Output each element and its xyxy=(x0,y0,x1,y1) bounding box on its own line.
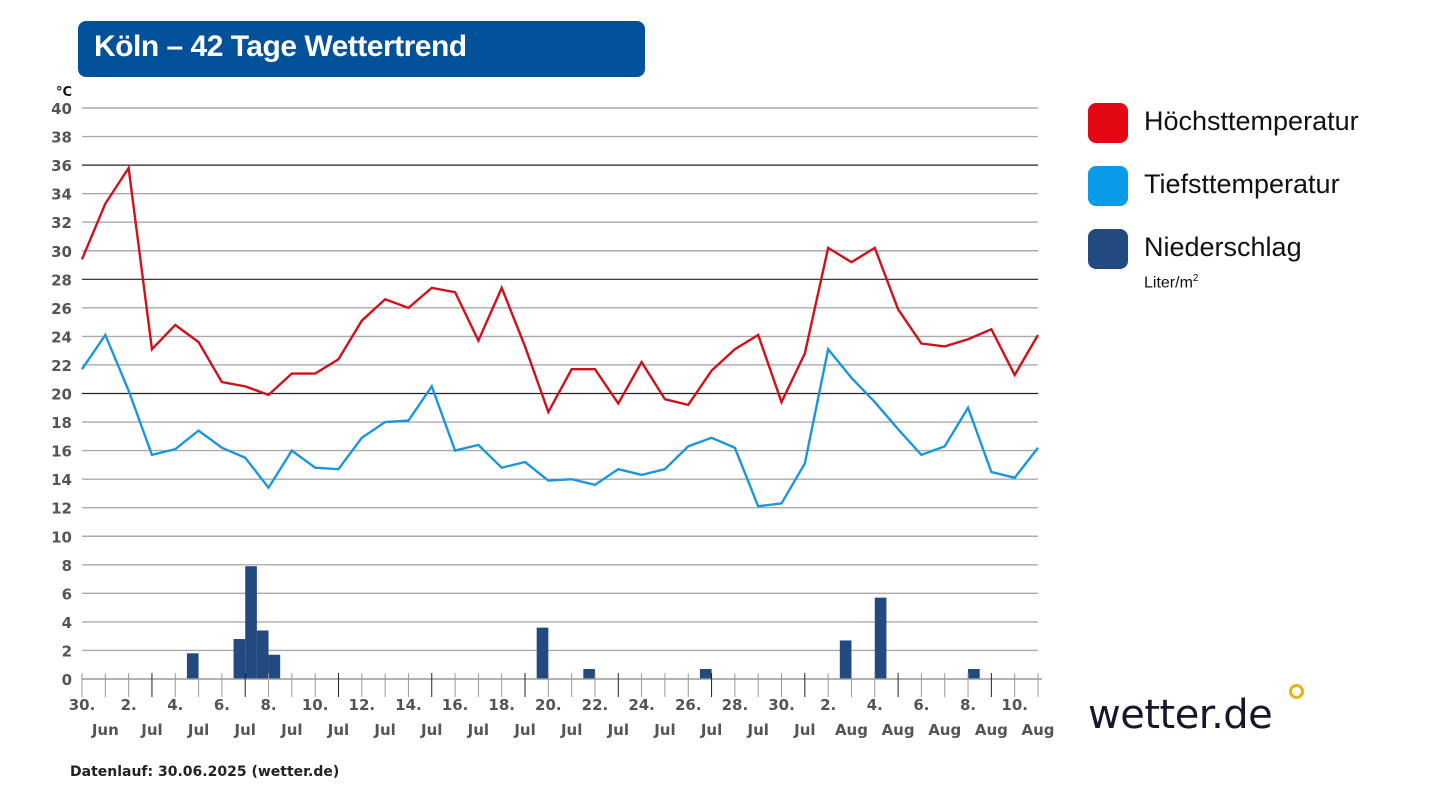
x-tick-day-label: 6. xyxy=(913,696,929,714)
x-tick-month-label: Jul xyxy=(187,721,209,739)
x-tick-day-label: 2. xyxy=(121,696,137,714)
y-tick-label: 40 xyxy=(51,100,72,118)
legend-label: Niederschlag xyxy=(1144,232,1302,262)
title-banner: Köln – 42 Tage Wettertrend xyxy=(78,21,645,77)
x-tick-day-label: 4. xyxy=(867,696,883,714)
x-tick-day-label: 28. xyxy=(722,696,749,714)
precipitation-bar xyxy=(256,630,269,679)
precipitation-bar xyxy=(186,653,199,679)
x-tick-day-label: 30. xyxy=(69,696,96,714)
x-tick-day-label: 2. xyxy=(820,696,836,714)
x-tick-month-label: Aug xyxy=(835,721,868,739)
y-tick-label: 0 xyxy=(62,671,72,689)
y-tick-label: 28 xyxy=(51,271,72,289)
x-tick-month-label: Jul xyxy=(140,721,162,739)
x-tick-day-label: 12. xyxy=(349,696,376,714)
precipitation-bar xyxy=(968,669,980,679)
x-tick-month-label: Jul xyxy=(746,721,768,739)
x-tick-month-label: Jul xyxy=(373,721,395,739)
y-tick-label: 20 xyxy=(51,386,72,404)
precipitation-bar xyxy=(536,627,549,679)
x-tick-month-label: Jul xyxy=(700,721,722,739)
x-tick-month-label: Aug xyxy=(882,721,915,739)
precipitation-bar xyxy=(874,597,887,679)
x-tick-day-label: 18. xyxy=(488,696,515,714)
y-tick-label: 2 xyxy=(62,642,72,660)
chart-title: Köln – 42 Tage Wettertrend xyxy=(94,30,467,63)
y-tick-label: 18 xyxy=(51,414,72,432)
data-run-footer: Datenlauf: 30.06.2025 (wetter.de) xyxy=(70,764,340,780)
x-tick-month-label: Jul xyxy=(560,721,582,739)
x-tick-month-label: Jun xyxy=(91,721,119,739)
x-tick-month-label: Jul xyxy=(793,721,815,739)
y-tick-label: 26 xyxy=(51,300,72,318)
y-tick-label: 10 xyxy=(51,528,72,546)
legend-unit: Liter/m2 xyxy=(1144,273,1198,292)
legend-swatch-blue xyxy=(1088,166,1128,206)
precipitation-bar xyxy=(245,566,257,679)
x-tick-day-label: 24. xyxy=(628,696,655,714)
y-tick-label: 24 xyxy=(51,328,72,346)
x-tick-day-label: 14. xyxy=(395,696,422,714)
precipitation-bar xyxy=(268,654,281,679)
x-tick-day-label: 16. xyxy=(442,696,469,714)
y-tick-label: 36 xyxy=(51,157,72,175)
max-temp-line xyxy=(80,164,1040,415)
x-tick-day-label: 8. xyxy=(260,696,276,714)
legend-label: Höchsttemperatur xyxy=(1144,106,1359,136)
x-tick-day-label: 8. xyxy=(960,696,976,714)
y-tick-label: 12 xyxy=(51,500,72,518)
min-temp-line xyxy=(81,332,1039,508)
legend-swatch-navy xyxy=(1088,229,1128,269)
x-tick-month-label: Aug xyxy=(928,721,961,739)
y-tick-label: 16 xyxy=(51,443,72,461)
y-tick-label: 8 xyxy=(62,557,72,575)
precipitation-bar xyxy=(839,640,852,679)
precipitation-bar xyxy=(699,669,712,679)
x-tick-month-label: Aug xyxy=(975,721,1008,739)
x-tick-day-label: 10. xyxy=(1001,696,1028,714)
x-tick-day-label: 10. xyxy=(302,696,329,714)
x-tick-month-label: Jul xyxy=(467,721,489,739)
y-axis-unit: °C xyxy=(56,85,72,100)
y-tick-label: 32 xyxy=(51,214,72,232)
x-tick-day-label: 26. xyxy=(675,696,702,714)
y-tick-label: 38 xyxy=(51,129,72,147)
x-tick-day-label: 30. xyxy=(768,696,795,714)
y-tick-label: 14 xyxy=(51,471,72,489)
x-tick-month-label: Jul xyxy=(653,721,675,739)
x-tick-month-label: Jul xyxy=(280,721,302,739)
wetter-de-logo[interactable]: wetter.de xyxy=(1088,692,1273,738)
y-tick-label: 22 xyxy=(51,357,72,375)
y-tick-label: 6 xyxy=(62,585,72,603)
x-tick-day-label: 20. xyxy=(535,696,562,714)
x-tick-day-label: 4. xyxy=(167,696,183,714)
legend-label: Tiefsttemperatur xyxy=(1144,169,1340,199)
x-tick-month-label: Aug xyxy=(1021,721,1054,739)
unit-text: Liter/m xyxy=(1144,274,1193,292)
precipitation-bar xyxy=(233,639,246,679)
x-tick-month-label: Jul xyxy=(327,721,349,739)
y-tick-label: 34 xyxy=(51,186,72,204)
x-tick-month-label: Jul xyxy=(513,721,535,739)
x-tick-month-label: Jul xyxy=(607,721,629,739)
legend-swatch-red xyxy=(1088,103,1128,143)
precipitation-bar xyxy=(583,669,595,679)
x-tick-day-label: 22. xyxy=(582,696,609,714)
unit-superscript: 2 xyxy=(1192,273,1199,284)
x-tick-day-label: 6. xyxy=(214,696,230,714)
y-tick-label: 30 xyxy=(51,243,72,261)
x-tick-month-label: Jul xyxy=(234,721,256,739)
logo-sun-icon xyxy=(1289,684,1304,699)
x-tick-month-label: Jul xyxy=(420,721,442,739)
y-tick-label: 4 xyxy=(62,614,72,632)
